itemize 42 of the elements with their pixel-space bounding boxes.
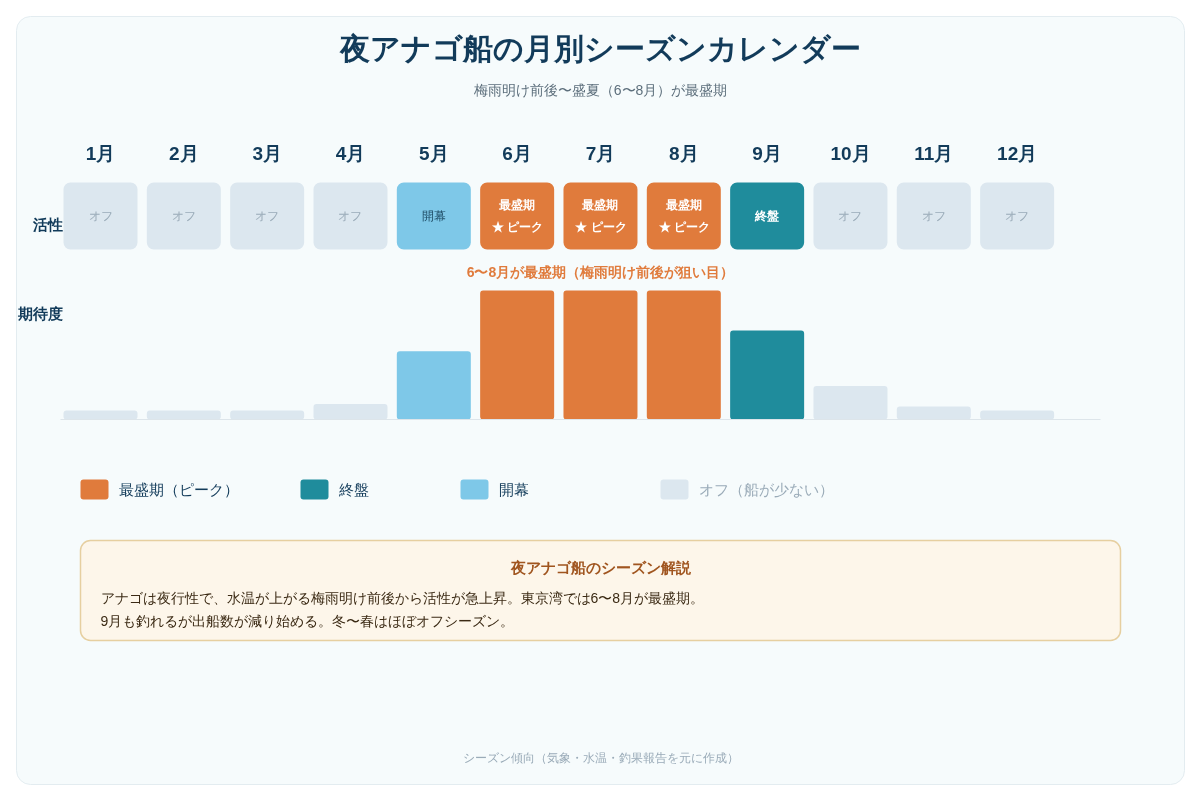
x-tick-label: 4月 xyxy=(335,143,366,164)
bar xyxy=(396,351,471,420)
chart-subtitle: 梅雨明け前後〜盛夏（6〜8月）が最盛期 xyxy=(472,81,728,98)
x-tick-label: 1月 xyxy=(85,143,116,164)
bar xyxy=(563,290,638,420)
text: アナゴは夜行性で、水温が上がる梅雨明け前後から活性が急上昇。東京湾では6〜8月が最盛期。 xyxy=(100,589,705,606)
text: 夜アナゴ船のシーズン解説 xyxy=(509,559,692,576)
bar xyxy=(730,330,805,420)
x-tick-label: 11月 xyxy=(914,143,954,164)
chart-title: 夜アナゴ船の月別シーズンカレンダー xyxy=(339,32,861,65)
text: オフ xyxy=(1005,209,1030,223)
y-axis-title: 期待度 xyxy=(17,305,63,322)
legend-label: 最盛期（ピーク） xyxy=(118,481,239,498)
text: 最盛期 ★ ピーク xyxy=(490,197,544,235)
text: 6〜8月が最盛期（梅雨明け前後が狙い目） xyxy=(466,263,735,280)
text: 最盛期 ★ ピーク xyxy=(657,197,710,235)
text: 活性 xyxy=(31,216,63,233)
x-tick-label: 7月 xyxy=(585,143,616,164)
bar xyxy=(480,290,555,420)
x-tick-label: 5月 xyxy=(419,143,449,164)
legend-label: オフ（船が少ない） xyxy=(698,481,834,498)
text: オフ xyxy=(921,209,946,223)
legend-label: 開幕 xyxy=(498,481,529,498)
x-tick-label: 10月 xyxy=(830,143,871,164)
legend-label: 終盤 xyxy=(337,481,369,498)
text: シーズン傾向（気象・水温・釣果報告を元に作成） xyxy=(462,750,739,765)
text: 開幕 xyxy=(421,209,446,223)
text: オフ xyxy=(88,209,113,223)
x-tick-label: 2月 xyxy=(169,143,199,164)
x-tick-label: 6月 xyxy=(502,143,532,164)
x-tick-label: 8月 xyxy=(669,143,699,164)
text: オフ xyxy=(255,209,280,223)
text: オフ xyxy=(338,209,363,223)
text: オフ xyxy=(171,209,196,223)
text: オフ xyxy=(838,209,863,223)
text: 9月も釣れるが出船数が減り始める。冬〜春はほぼオフシーズン。 xyxy=(100,612,515,629)
text: 終盤 xyxy=(754,209,780,223)
x-tick-label: 9月 xyxy=(752,143,782,164)
x-tick-label: 3月 xyxy=(252,143,282,164)
text: 最盛期 ★ ピーク xyxy=(574,197,627,235)
x-tick-label: 12月 xyxy=(997,143,1038,164)
bar xyxy=(646,290,721,420)
